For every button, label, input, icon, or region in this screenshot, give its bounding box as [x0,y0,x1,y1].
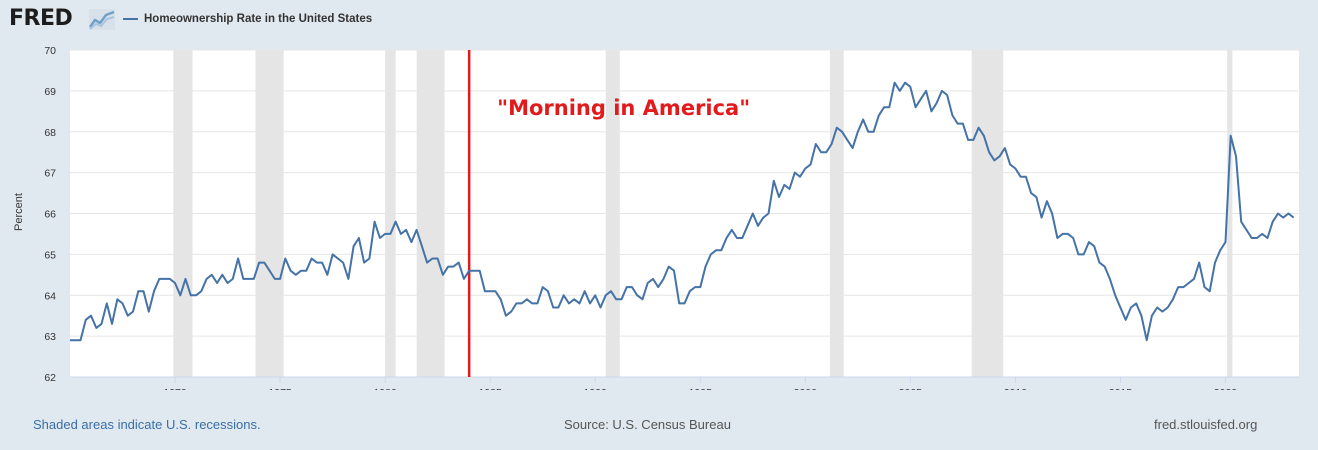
y-axis-label: Percent [13,193,25,231]
x-tick-label: 2015 [1109,387,1133,390]
header: FRED Homeownership Rate in the United St… [0,0,1318,40]
annotations: "Morning in America" [467,50,750,377]
x-tick-label: 1975 [268,387,292,390]
legend-swatch [123,18,138,20]
legend[interactable]: Homeownership Rate in the United States [123,11,372,27]
gridlines [70,49,1299,378]
chart-line-icon [89,9,115,30]
source-text: Source: U.S. Census Bureau [564,417,731,432]
y-tick-label: 67 [44,168,56,180]
legend-label: Homeownership Rate in the United States [144,13,373,25]
series-layer [70,81,1295,342]
y-tick-label: 69 [44,86,56,98]
x-tick-label: 2010 [1004,387,1028,390]
x-tick-label: 2020 [1214,387,1238,390]
x-tick-label: 1985 [478,387,502,390]
x-tick-label: 2000 [794,387,818,390]
recession-note: Shaded areas indicate U.S. recessions. [33,417,261,432]
y-tick-label: 64 [44,290,56,302]
fred-logo[interactable]: FRED [9,6,73,31]
x-tick-label: 1970 [163,387,187,390]
y-tick-label: 63 [44,331,56,343]
x-tick-label: 1990 [584,387,608,390]
x-tick-label: 1980 [373,387,397,390]
y-tick-label: 68 [44,127,56,139]
y-axis-ticks: 62 63 64 65 66 67 68 69 70 [44,45,56,384]
y-tick-label: 65 [44,249,56,261]
y-tick-label: 70 [44,45,56,57]
x-axis-ticks: 1970 1975 1980 1985 1990 1995 2000 2005 2010 2015… [163,377,1237,390]
y-tick-label: 62 [44,372,56,384]
x-tick-label: 2005 [899,387,923,390]
site-link[interactable]: fred.stlouisfed.org [1154,417,1258,432]
series-line-0 [70,81,1295,342]
x-tick-label: 1995 [689,387,713,390]
annotation-label: "Morning in America" [497,96,750,120]
y-tick-label: 66 [44,209,56,221]
